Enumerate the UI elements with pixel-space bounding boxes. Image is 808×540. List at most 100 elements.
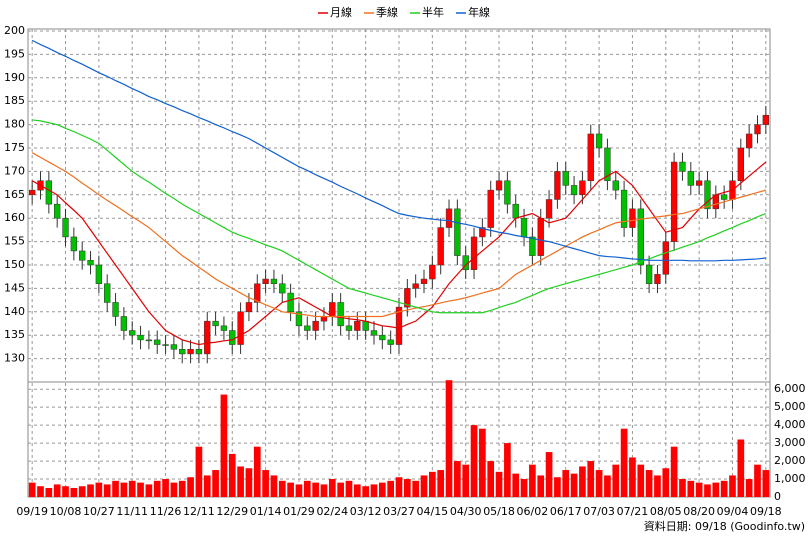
candle-body <box>604 147 611 182</box>
candle-body <box>479 227 486 238</box>
volume-bar <box>662 468 670 497</box>
candle-body <box>487 189 494 228</box>
volume-bar <box>287 482 294 497</box>
candle-body <box>354 320 361 331</box>
y2-tick-label: 0 <box>774 490 781 503</box>
volume-bar <box>654 475 661 497</box>
y2-tick-label: 5,000 <box>774 400 806 413</box>
candle-body <box>204 320 211 355</box>
candle-body <box>154 339 161 345</box>
volume-bar <box>545 452 553 497</box>
y2-tick-label: 1,000 <box>774 472 806 485</box>
candle-body <box>670 161 678 242</box>
volume-bar <box>487 461 495 497</box>
candle-body <box>737 147 744 182</box>
candle-body <box>237 311 244 345</box>
candle-body <box>570 185 578 196</box>
moving-average-line <box>31 161 767 346</box>
volume-bar <box>670 446 678 497</box>
y-tick-label: 200 <box>4 24 25 37</box>
candle-body <box>145 339 153 342</box>
y-tick-label: 145 <box>4 281 25 294</box>
y-tick-label: 175 <box>4 141 25 154</box>
legend-label: 月線 <box>330 5 352 19</box>
candle-body <box>395 306 403 345</box>
candle-body <box>554 171 561 200</box>
volume-bar <box>495 471 503 497</box>
y-tick-label: 160 <box>4 211 25 224</box>
volume-bar <box>62 486 69 497</box>
candle-body <box>545 199 553 219</box>
x-tick-label: 04/30 <box>450 505 482 518</box>
volume-bar <box>587 461 595 497</box>
volume-bar <box>253 446 261 497</box>
candle-body <box>495 180 503 191</box>
moving-average-line <box>31 39 766 262</box>
volume-bar <box>320 484 328 497</box>
candle-body <box>262 278 269 284</box>
y-tick-label: 150 <box>4 258 25 271</box>
volume-bar <box>112 480 119 497</box>
candle-body <box>295 311 303 327</box>
volume-bar <box>687 480 695 497</box>
volume-bar <box>37 486 44 497</box>
volume-bar <box>95 482 103 497</box>
candle-body <box>254 283 261 303</box>
candle-body <box>587 133 594 182</box>
candle-body <box>745 133 753 149</box>
candle-body <box>212 320 219 327</box>
y-tick-label: 195 <box>4 47 25 60</box>
candle-body <box>279 283 286 294</box>
y2-tick-label: 3,000 <box>774 436 806 449</box>
candle-body <box>87 260 94 266</box>
x-tick-label: 10/27 <box>83 505 115 518</box>
candle-body <box>370 330 378 336</box>
volume-bar <box>704 484 711 497</box>
volume-bar <box>637 464 645 497</box>
y-tick-label: 140 <box>4 305 25 318</box>
volume-bar <box>362 486 369 497</box>
candle-body <box>62 217 69 238</box>
volume-bar <box>454 461 461 497</box>
y-tick-label: 180 <box>4 118 25 131</box>
volume-bar <box>537 475 545 497</box>
volume-bar <box>28 482 36 497</box>
candle-body <box>195 348 203 355</box>
candle-body <box>445 208 453 228</box>
x-tick-label: 04/15 <box>416 505 448 518</box>
moving-average-line <box>31 152 766 318</box>
candle-body <box>29 189 36 196</box>
volume-bar <box>120 482 128 497</box>
volume-bar <box>712 482 720 497</box>
legend-label: 季線 <box>376 5 398 19</box>
volume-bar <box>729 475 736 497</box>
candle-body <box>704 180 711 210</box>
candle-body <box>70 236 78 252</box>
candle-body <box>437 227 444 266</box>
volume-bar <box>720 480 728 497</box>
candle-body <box>329 302 336 317</box>
x-tick-label: 07/21 <box>617 505 649 518</box>
volume-bar <box>612 464 620 497</box>
candle-body <box>220 325 228 331</box>
y-tick-label: 135 <box>4 328 25 341</box>
volume-bar <box>203 475 211 497</box>
volume-bar <box>695 482 703 497</box>
candle-body <box>454 208 461 256</box>
candle-body <box>504 180 511 205</box>
x-tick-label: 02/24 <box>316 505 348 518</box>
candle-body <box>762 114 769 125</box>
volume-bar <box>412 480 420 497</box>
volume-bar <box>429 471 436 497</box>
x-tick-label: 07/03 <box>583 505 615 518</box>
volume-bar <box>620 428 628 497</box>
volume-bar <box>370 484 378 497</box>
volume-bar <box>479 428 486 497</box>
x-tick-label: 09/18 <box>750 505 782 518</box>
volume-bar <box>303 480 311 497</box>
volume-bar <box>103 484 111 497</box>
candle-body <box>79 250 86 261</box>
x-tick-label: 11/26 <box>150 505 182 518</box>
volume-bar <box>404 479 411 497</box>
